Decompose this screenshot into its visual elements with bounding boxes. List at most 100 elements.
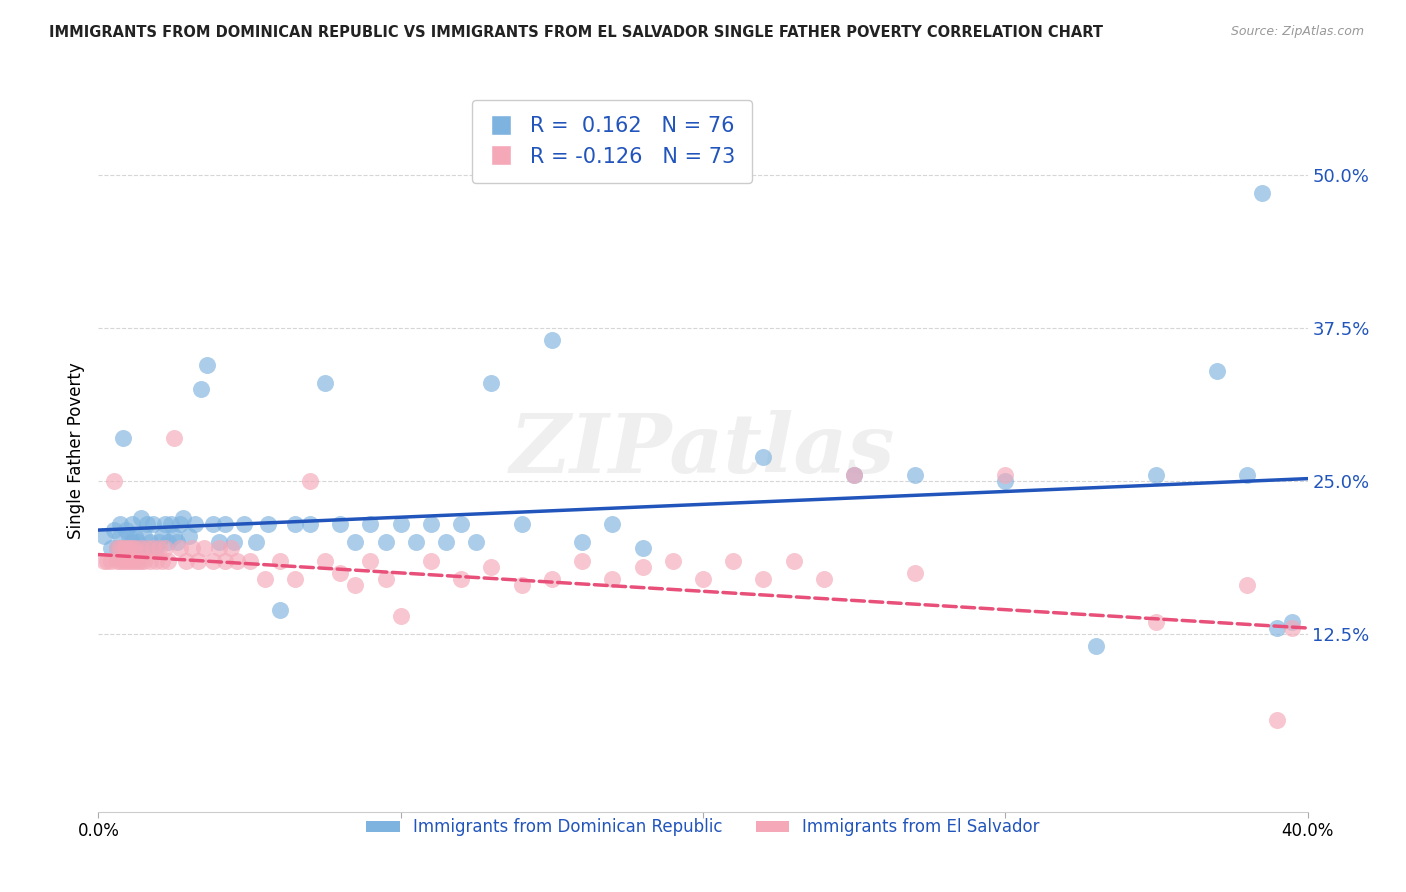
Point <box>783 554 806 568</box>
Point <box>631 541 654 556</box>
Point <box>124 541 146 556</box>
Point <box>190 382 212 396</box>
Point <box>118 529 141 543</box>
Point <box>129 541 152 556</box>
Point <box>169 541 191 556</box>
Point <box>132 529 155 543</box>
Point <box>329 516 352 531</box>
Point <box>481 376 503 390</box>
Point <box>100 541 122 556</box>
Point <box>93 529 115 543</box>
Point <box>153 516 176 531</box>
Point <box>329 566 352 580</box>
Point <box>450 572 472 586</box>
Point <box>135 541 157 556</box>
Point <box>214 554 236 568</box>
Point <box>284 516 307 531</box>
Point <box>118 541 141 556</box>
Point <box>221 541 243 556</box>
Point <box>540 572 562 586</box>
Point <box>214 516 236 531</box>
Text: IMMIGRANTS FROM DOMINICAN REPUBLIC VS IMMIGRANTS FROM EL SALVADOR SINGLE FATHER : IMMIGRANTS FROM DOMINICAN REPUBLIC VS IM… <box>49 25 1104 40</box>
Point <box>226 554 249 568</box>
Point <box>184 516 207 531</box>
Point <box>1206 364 1229 378</box>
Point <box>994 474 1017 488</box>
Point <box>129 511 152 525</box>
Point <box>118 554 141 568</box>
Point <box>139 535 162 549</box>
Point <box>374 535 396 549</box>
Point <box>174 554 197 568</box>
Point <box>1144 615 1167 629</box>
Legend: Immigrants from Dominican Republic, Immigrants from El Salvador: Immigrants from Dominican Republic, Immi… <box>360 812 1046 843</box>
Point <box>510 516 533 531</box>
Point <box>232 516 254 531</box>
Point <box>1267 713 1289 727</box>
Point <box>108 554 131 568</box>
Point <box>100 554 122 568</box>
Point <box>602 516 624 531</box>
Point <box>153 541 176 556</box>
Point <box>129 554 152 568</box>
Point <box>1267 621 1289 635</box>
Point <box>299 516 322 531</box>
Point <box>145 541 167 556</box>
Point <box>1251 186 1274 201</box>
Point <box>752 572 775 586</box>
Point <box>142 541 165 556</box>
Point <box>111 554 134 568</box>
Point <box>103 474 125 488</box>
Point <box>253 572 276 586</box>
Point <box>245 535 267 549</box>
Point <box>166 535 188 549</box>
Point <box>127 541 149 556</box>
Point <box>121 541 143 556</box>
Point <box>631 559 654 574</box>
Point <box>124 529 146 543</box>
Point <box>132 541 155 556</box>
Point <box>124 541 146 556</box>
Point <box>150 554 173 568</box>
Point <box>195 358 218 372</box>
Point <box>269 602 291 616</box>
Point <box>314 376 336 390</box>
Point <box>121 516 143 531</box>
Point <box>256 516 278 531</box>
Point <box>124 554 146 568</box>
Point <box>121 554 143 568</box>
Point <box>434 535 457 549</box>
Point <box>114 523 136 537</box>
Point <box>111 431 134 445</box>
Point <box>510 578 533 592</box>
Point <box>169 516 191 531</box>
Point <box>1144 467 1167 482</box>
Point <box>160 516 183 531</box>
Point <box>844 467 866 482</box>
Point <box>108 529 131 543</box>
Point <box>114 541 136 556</box>
Point <box>193 541 215 556</box>
Point <box>114 541 136 556</box>
Point <box>156 554 179 568</box>
Point <box>148 535 170 549</box>
Point <box>150 529 173 543</box>
Point <box>374 572 396 586</box>
Text: Source: ZipAtlas.com: Source: ZipAtlas.com <box>1230 25 1364 38</box>
Point <box>299 474 322 488</box>
Point <box>172 511 194 525</box>
Point <box>208 541 231 556</box>
Point <box>156 535 179 549</box>
Point <box>405 535 427 549</box>
Point <box>105 541 128 556</box>
Point <box>111 541 134 556</box>
Point <box>163 431 186 445</box>
Point <box>904 566 927 580</box>
Point <box>904 467 927 482</box>
Point <box>661 554 683 568</box>
Point <box>450 516 472 531</box>
Point <box>96 554 118 568</box>
Point <box>148 541 170 556</box>
Point <box>420 554 443 568</box>
Point <box>105 554 128 568</box>
